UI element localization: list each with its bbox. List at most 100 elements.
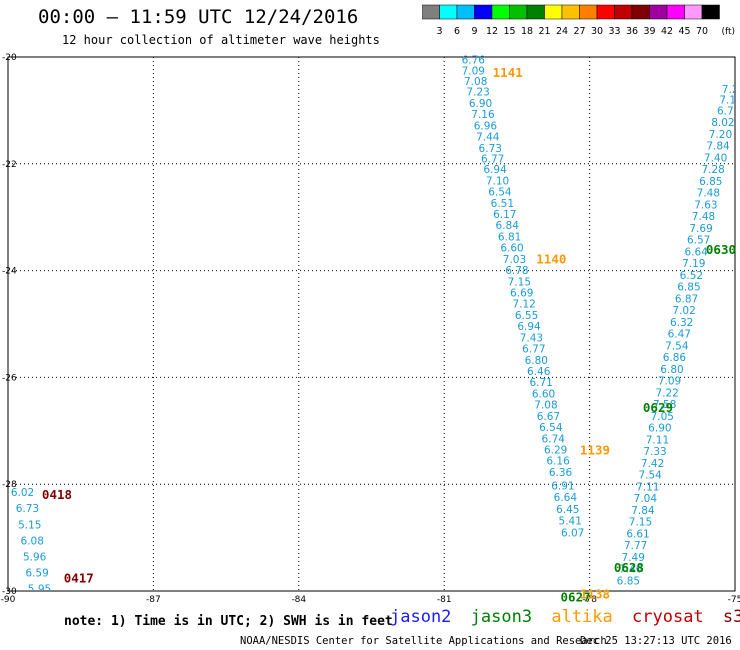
wave-height-value: 7.05 xyxy=(651,411,674,423)
wave-height-value: 6.90 xyxy=(648,423,671,435)
pass-time-label: 1140 xyxy=(536,251,566,266)
wave-height-value: 7.28 xyxy=(701,164,724,176)
wave-height-value: 6.47 xyxy=(668,329,691,341)
colorbar-label: 33 xyxy=(608,26,620,37)
wave-height-value: 7.10 xyxy=(486,175,509,187)
wave-height-value: 7.22 xyxy=(655,387,678,399)
pass-time-label: 0629 xyxy=(643,400,673,415)
colorbar-swatch xyxy=(701,4,720,20)
colorbar-label: 45 xyxy=(678,26,690,37)
wave-height-value: 6.80 xyxy=(525,355,548,367)
wave-height-value: 7.15 xyxy=(629,517,652,529)
wave-height-value: 7.12 xyxy=(512,299,535,311)
wave-height-value: 7.04 xyxy=(634,493,658,505)
plot-frame xyxy=(7,56,736,592)
wave-height-value: 7.84 xyxy=(631,505,655,517)
wave-height-value: 6.64 xyxy=(554,492,578,504)
wave-height-value: 6.54 xyxy=(539,422,563,434)
wave-height-value: 7.43 xyxy=(520,332,543,344)
x-tick-label: -78 xyxy=(582,595,597,605)
wave-height-value: 6.87 xyxy=(675,293,698,305)
wave-height-value: 7.84 xyxy=(706,141,730,153)
wave-height-value: 6.60 xyxy=(500,243,523,255)
wave-height-value: 5.41 xyxy=(559,516,582,528)
wave-height-value: 6.74 xyxy=(542,433,566,445)
wave-height-value: 6.16 xyxy=(546,456,570,468)
colorbar-label: 30 xyxy=(591,26,603,37)
wave-height-value: 6.45 xyxy=(556,504,579,516)
colorbar-label: 18 xyxy=(521,26,533,37)
wave-height-value: 7.15 xyxy=(508,276,531,288)
legend-jason3: jason3 xyxy=(470,607,533,627)
wave-height-value: 6.32 xyxy=(670,317,693,329)
colorbar-label: 12 xyxy=(486,26,498,37)
x-tick-label: -87 xyxy=(146,595,161,605)
wave-height-value: 6.80 xyxy=(660,364,683,376)
wave-height-value: 5.15 xyxy=(18,519,41,531)
y-tick-label: -24 xyxy=(2,267,17,277)
wave-height-value: 6.64 xyxy=(685,246,709,258)
track-values: 6.767.097.087.236.907.166.967.446.736.77… xyxy=(11,55,739,595)
y-tick-label: -30 xyxy=(2,587,17,597)
wave-height-value: 6.54 xyxy=(488,187,512,199)
wave-height-value: 7.11 xyxy=(636,481,659,493)
wave-height-value: 7.08 xyxy=(534,400,557,412)
x-tick-label: -75 xyxy=(728,595,740,605)
wave-height-value: 7.69 xyxy=(689,223,712,235)
wave-height-value: 7.40 xyxy=(704,152,727,164)
colorbar-label: 42 xyxy=(661,26,673,37)
wave-height-value: 6.61 xyxy=(626,528,649,540)
colorbar-label: 9 xyxy=(471,26,477,37)
wave-height-value: 6.55 xyxy=(515,310,538,322)
x-tick-label: -90 xyxy=(1,595,16,605)
legend-cryosat: cryosat xyxy=(632,607,704,627)
wave-height-colorbar: 3 6 9 12 15 18 21 24 27 30 33 36 39 42 45 70 (ft) xyxy=(422,4,735,37)
wave-height-value: 5.95 xyxy=(28,583,51,595)
wave-height-value: 6.51 xyxy=(491,198,514,210)
wave-height-value: 6.81 xyxy=(498,231,521,243)
pass-time-label: 0630 xyxy=(706,242,736,257)
wave-height-value: 7.44 xyxy=(476,132,500,144)
wave-height-value: 6.86 xyxy=(663,352,687,364)
wave-height-value: 7.42 xyxy=(641,458,664,470)
wave-height-value: 6.96 xyxy=(474,120,498,132)
pass-time-label: 1139 xyxy=(580,442,610,457)
pass-time-label: 0418 xyxy=(42,487,72,502)
pass-time-label: 0417 xyxy=(64,571,94,586)
generated-timestamp: Dec 25 13:27:13 UTC 2016 xyxy=(580,635,732,647)
pass-time-label: 0627 xyxy=(561,589,591,604)
colorbar-label: 21 xyxy=(538,26,550,37)
wave-height-value: 6.46 xyxy=(527,366,551,378)
wave-height-value: 6.85 xyxy=(617,575,640,587)
pass-time-label: 1138 xyxy=(580,587,610,602)
wave-height-value: 7.58 xyxy=(653,399,676,411)
note-text: note: 1) Time is in UTC; 2) SWH is in fe… xyxy=(64,614,393,629)
wave-height-value: 7.20 xyxy=(709,129,732,141)
colorbar-label: 24 xyxy=(556,26,568,37)
colorbar-label: 15 xyxy=(503,26,515,37)
wave-height-value: 7.77 xyxy=(624,540,647,552)
wave-height-value: 7.16 xyxy=(471,109,495,121)
wave-height-value: 7.46 xyxy=(619,564,643,576)
wave-height-value: 6.08 xyxy=(21,535,44,547)
colorbar-label: 36 xyxy=(626,26,638,37)
wave-height-value: 7.33 xyxy=(643,446,666,458)
wave-height-value: 6.85 xyxy=(699,176,722,188)
wave-height-value: 6.73 xyxy=(479,143,502,155)
wave-height-value: 7.19 xyxy=(682,258,705,270)
y-tick-label: -26 xyxy=(2,373,17,383)
wave-height-value: 7.1 xyxy=(719,95,736,107)
wave-height-value: 6.73 xyxy=(16,503,39,515)
wave-height-value: 7.49 xyxy=(622,552,645,564)
y-tick-label: -22 xyxy=(2,160,17,170)
wave-height-value: 7.54 xyxy=(638,470,662,482)
wave-height-value: 6.94 xyxy=(483,164,507,176)
wave-height-value: 7.48 xyxy=(697,188,720,200)
wave-height-value: 6.17 xyxy=(493,209,516,221)
wave-height-value: 6.91 xyxy=(551,480,574,492)
wave-height-value: 7.2 xyxy=(722,84,739,96)
wave-height-value: 5.96 xyxy=(23,551,47,563)
wave-height-value: 7.08 xyxy=(464,76,487,88)
x-tick-label: -84 xyxy=(291,595,306,605)
